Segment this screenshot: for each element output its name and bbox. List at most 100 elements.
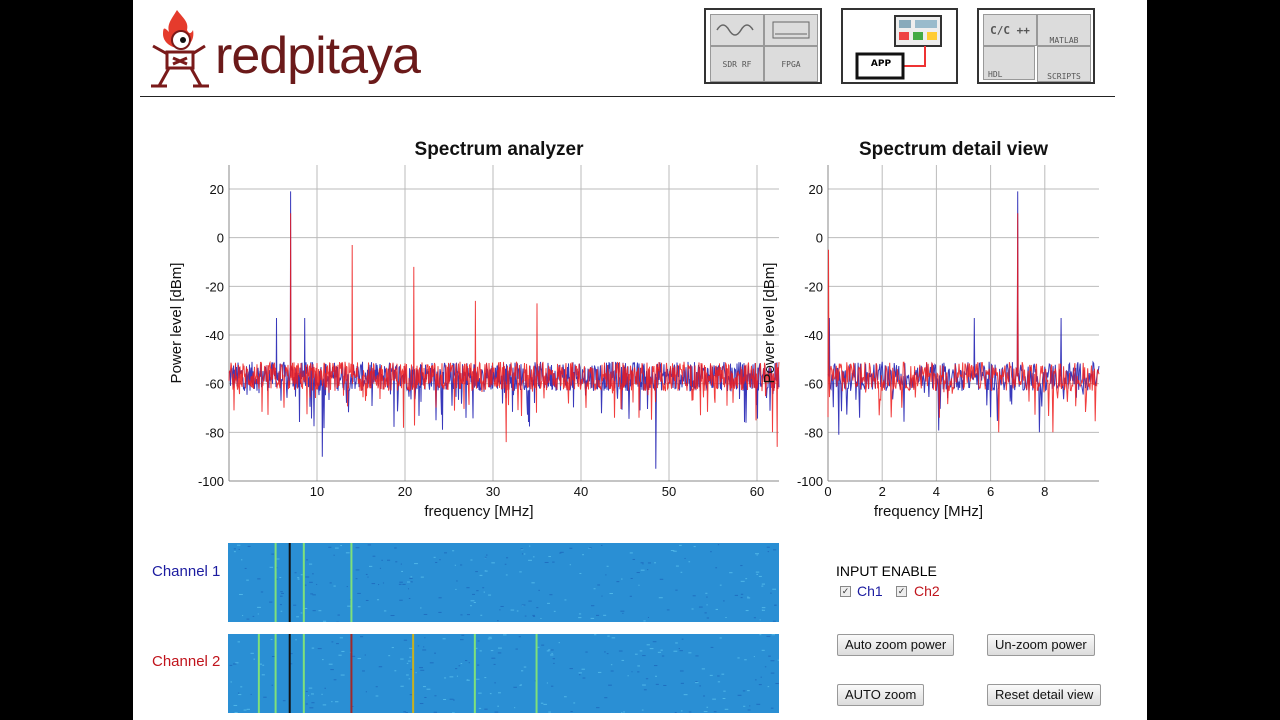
waterfall-noise [424,637,426,639]
waterfall-noise [360,636,364,638]
waterfall-noise [717,675,720,677]
waterfall-noise [426,688,431,690]
waterfall-noise [737,694,742,696]
waterfall-noise [403,711,407,713]
waterfall-noise [498,692,501,694]
unzoom-power-button[interactable]: Un-zoom power [987,634,1095,656]
waterfall-signal-line [350,543,353,622]
waterfall-noise [345,552,350,554]
waterfall-noise [435,561,438,563]
waterfall-noise [420,576,424,578]
waterfall-noise [312,594,316,596]
waterfall-noise [589,547,592,549]
pitaya-mascot-icon [151,10,209,88]
waterfall-noise [309,581,313,583]
waterfall-noise [519,571,522,573]
waterfall-noise [484,708,488,710]
waterfall-noise [399,599,403,601]
waterfall-noise [394,547,397,549]
waterfall-noise [443,699,447,701]
waterfall-noise [550,654,554,656]
waterfall-noise [715,608,719,610]
waterfall-noise [237,692,240,694]
waterfall-noise [238,593,243,595]
ch2-checkbox[interactable]: ✓ [896,586,907,597]
waterfall-noise [754,679,757,681]
waterfall-noise [609,593,613,595]
waterfall-noise [550,649,554,651]
waterfall-noise [420,669,425,671]
waterfall-noise [740,565,743,567]
development-tile[interactable]: C/C ++ MATLAB HDL SCRIPTS [977,8,1095,84]
waterfall-signal-line [302,634,305,713]
waterfall-noise [655,683,659,685]
waterfall-noise [338,654,342,656]
waterfall-noise [715,567,718,569]
waterfall-noise [775,683,779,685]
waterfall-noise [337,614,340,616]
waterfall-noise [242,615,244,617]
waterfall-noise [630,577,633,579]
reset-detail-view-button[interactable]: Reset detail view [987,684,1102,706]
waterfall-noise [706,706,709,708]
waterfall-noise [334,701,339,703]
waterfall-noise [357,657,361,659]
waterfall-noise [570,711,573,713]
waterfall-noise [238,548,240,550]
waterfall-noise [244,567,247,569]
waterfall-noise [681,638,684,640]
waterfall-noise [647,562,651,564]
waterfall-noise [307,695,310,697]
waterfall-noise [400,685,404,687]
waterfall-noise [670,550,675,552]
waterfall-noise [620,712,623,713]
x-tick-label: 60 [750,484,764,499]
waterfall-noise [444,677,447,679]
channel1-waterfall [228,543,779,622]
waterfall-noise [678,648,680,650]
waterfall-noise [588,547,592,549]
waterfall-noise [234,712,238,713]
waterfall-noise [695,682,699,684]
waterfall-noise [532,614,535,616]
waterfall-noise [758,684,762,686]
waterfall-noise [488,594,492,596]
auto-zoom-power-button[interactable]: Auto zoom power [837,634,955,656]
waterfall-noise [749,705,751,707]
auto-zoom-button[interactable]: AUTO zoom [837,684,925,706]
waterfall-noise [422,686,426,688]
waterfall-noise [585,651,588,653]
waterfall-noise [642,684,646,686]
waterfall-noise [646,569,649,571]
waterfall-noise [372,555,376,557]
waterfall-noise [502,634,507,636]
waterfall-noise [675,642,678,644]
waterfall-noise [603,614,607,616]
waterfall-canvas [229,634,779,713]
waterfall-noise [419,667,424,669]
waterfall-noise [230,681,233,683]
waterfall-noise [767,686,770,688]
y-axis-label: Power level [dBm] [168,263,185,384]
waterfall-noise [766,546,770,548]
waterfall-noise [305,559,309,561]
app-tile[interactable]: APP [841,8,958,84]
waterfall-noise [640,569,645,571]
x-tick-label: 8 [1041,484,1048,499]
waterfall-noise [652,641,657,643]
instruments-tile[interactable]: SDR RF FPGA [704,8,822,84]
waterfall-noise [340,545,342,547]
waterfall-signal-line [274,634,277,713]
waterfall-noise [279,576,282,578]
waterfall-noise [382,582,385,584]
waterfall-noise [723,600,725,602]
waterfall-noise [581,668,585,670]
waterfall-noise [764,666,767,668]
waterfall-noise [522,605,524,607]
ch1-checkbox[interactable]: ✓ [840,586,851,597]
waterfall-noise [252,615,255,617]
waterfall-noise [494,711,499,713]
waterfall-noise [449,698,454,700]
waterfall-noise [422,649,427,651]
waterfall-noise [388,655,391,657]
